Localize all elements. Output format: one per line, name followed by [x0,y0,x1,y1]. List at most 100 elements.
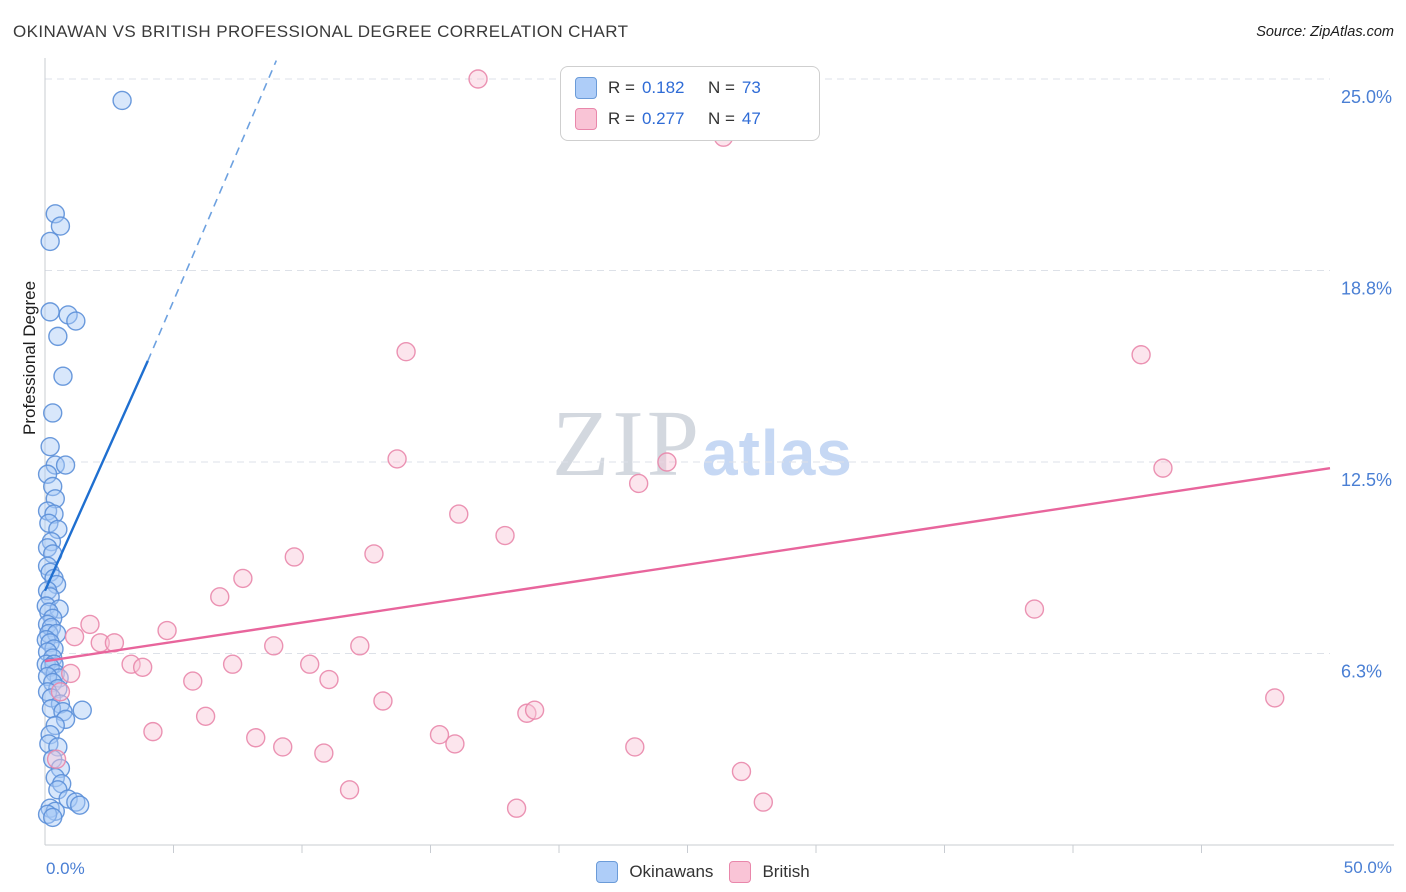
n-label: N = [707,109,735,128]
legend-row-okinawans: R = 0.182 N = 73 [575,77,807,99]
point-british [731,761,752,782]
y-tick-label: 25.0% [1341,87,1392,107]
point-british [1024,599,1045,619]
point-british [625,737,645,757]
watermark-zip-text: ZIP [552,392,702,496]
zipatlas-watermark: ZIP atlas [552,390,853,498]
point-okinawans [45,715,65,736]
point-british [222,654,243,674]
point-british [284,547,304,567]
point-british [183,671,203,691]
trend-line-british [44,466,1331,663]
point-british [396,341,416,362]
point-british [524,700,545,720]
point-british [429,724,450,745]
okinawans-swatch [575,77,597,99]
point-british [50,682,71,702]
page-title: OKINAWAN VS BRITISH PROFESSIONAL DEGREE … [13,22,629,41]
point-british [121,654,141,674]
trend-line-okinawans [43,360,149,592]
source-attribution: Source: ZipAtlas.com [1256,24,1394,40]
point-british [339,780,360,800]
british-swatch [575,108,597,130]
point-british [264,636,284,656]
point-british [64,626,85,647]
y-axis-label: Professional Degree [20,280,39,435]
point-okinawans [44,504,64,524]
point-okinawans [45,204,65,224]
point-okinawans [37,464,58,484]
point-british [468,69,488,89]
point-british [157,620,177,641]
point-british [445,734,465,754]
r-value-okinawans: 0.182 [641,78,685,97]
point-okinawans [69,795,90,815]
point-british [350,636,370,656]
n-value-british: 47 [741,109,761,128]
point-british [387,449,407,469]
point-okinawans [55,709,76,730]
n-label: N = [707,78,735,97]
trend-extension-okinawans [147,60,278,362]
point-british [506,798,527,818]
point-okinawans [43,403,63,423]
point-okinawans [50,216,71,236]
point-british [517,703,537,723]
point-okinawans [37,804,58,825]
y-tick-label: 12.5% [1341,470,1392,490]
point-okinawans [53,366,73,386]
point-british [210,587,230,607]
x-axis-min-label: 0.0% [46,859,85,878]
point-british [373,691,393,711]
point-okinawans [48,519,68,540]
point-british [449,504,469,524]
point-british [143,721,163,742]
point-british [246,728,266,748]
bottom-legend: Okinawans British [0,861,1406,883]
x-axis-max-label: 50.0% [1343,858,1392,877]
r-value-british: 0.277 [641,109,685,128]
point-british [80,614,100,635]
point-british [628,473,649,494]
point-british [657,452,677,472]
point-british [300,654,320,674]
point-british [319,669,339,690]
british-swatch [729,861,752,883]
bottom-legend-item-okinawans: Okinawans [596,861,713,883]
point-british [60,663,81,684]
point-okinawans [43,476,63,497]
point-okinawans [112,90,132,111]
bottom-legend-item-british: British [729,861,810,883]
point-british [1131,345,1151,365]
point-okinawans [58,305,78,325]
legend-box: R = 0.182 N = 73 R = 0.277 N = 47 [560,66,820,141]
point-british [314,743,334,763]
point-british [233,568,253,589]
point-okinawans [66,311,86,331]
point-british [1265,688,1285,708]
point-british [495,525,515,546]
point-okinawans [40,436,60,457]
point-okinawans [43,807,63,828]
point-okinawans [40,231,60,252]
british-legend-label: British [762,862,810,881]
point-british [364,544,384,564]
point-british [273,737,293,757]
okinawans-swatch [596,861,619,883]
y-tick-label: 6.3% [1341,662,1382,682]
point-british [1153,458,1173,478]
point-okinawans [58,789,78,809]
point-okinawans [72,700,92,720]
point-okinawans [40,302,60,322]
point-okinawans [48,326,68,347]
y-tick-label: 18.8% [1341,279,1392,299]
n-value-okinawans: 73 [741,78,761,97]
okinawans-legend-label: Okinawans [629,862,714,881]
legend-row-british: R = 0.277 N = 47 [575,108,807,130]
r-label: R = [608,109,635,128]
point-british [132,657,153,677]
watermark-atlas-text: atlas [702,417,853,489]
point-okinawans [55,455,76,475]
